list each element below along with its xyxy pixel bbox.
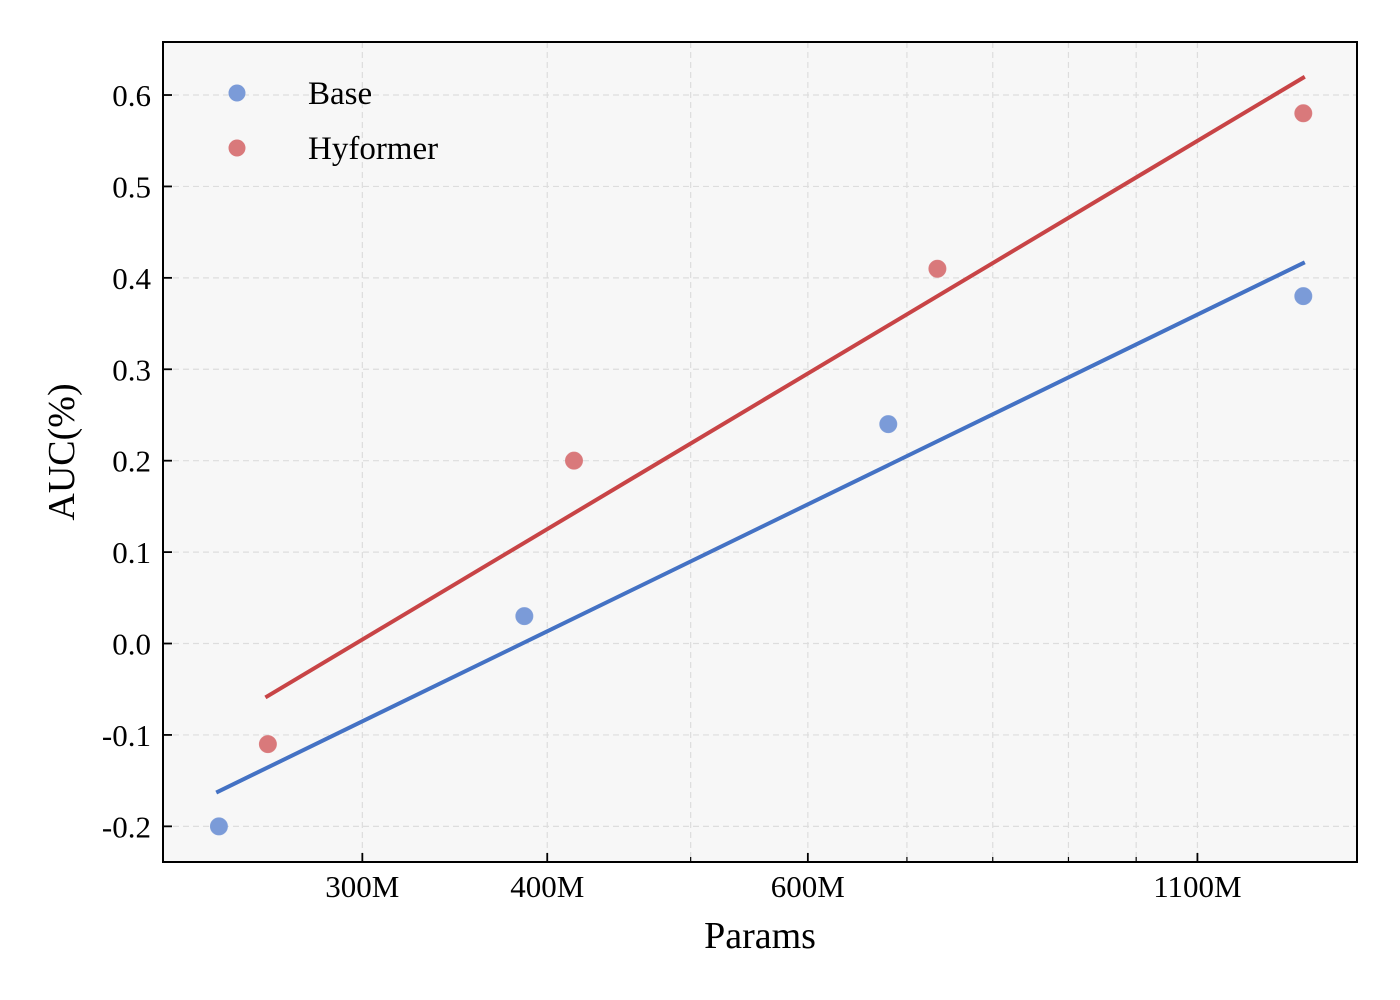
axis-ticks: -0.2 -0.1 0.0 0.1 0.2 0.3 0.4 0.5 0.6 300M 400M 600… [102, 78, 1242, 904]
data-point-hyformer [258, 735, 277, 754]
x-axis-label: Params [704, 915, 816, 957]
legend-label-base: Base [308, 76, 372, 112]
y-tick-label: -0.1 [102, 718, 151, 753]
x-tick-label: 400M [510, 869, 584, 904]
fit-line-base [215, 260, 1306, 795]
y-tick-label: 0.0 [112, 627, 151, 662]
data-point-hyformer [928, 259, 947, 278]
legend: Base Hyformer [228, 76, 438, 167]
grid [163, 42, 1357, 862]
y-axis-label: AUC(%) [41, 383, 83, 520]
y-tick-label: 0.3 [112, 352, 151, 387]
data-point-base [515, 607, 534, 626]
data-point-base [209, 817, 228, 836]
x-tick-label: 300M [325, 869, 399, 904]
data-point-base [1294, 287, 1313, 306]
x-tick-label: 1100M [1153, 869, 1241, 904]
y-tick-label: 0.4 [112, 261, 151, 296]
x-tick-label: 600M [771, 869, 845, 904]
y-tick-label: 0.5 [112, 169, 151, 204]
y-tick-label: 0.1 [112, 535, 151, 570]
data-point-base [879, 415, 898, 434]
legend-marker-base [228, 84, 246, 102]
fit-line-hyformer [264, 75, 1306, 700]
data-points [209, 104, 1313, 836]
fit-lines [215, 75, 1306, 795]
plot-frame [162, 41, 1358, 863]
data-point-hyformer [1294, 104, 1313, 123]
legend-label-hyformer: Hyformer [308, 131, 438, 167]
y-tick-label: 0.2 [112, 444, 151, 479]
y-tick-label: -0.2 [102, 809, 151, 844]
data-point-hyformer [564, 451, 583, 470]
legend-marker-hyformer [228, 139, 246, 157]
y-tick-label: 0.6 [112, 78, 151, 113]
